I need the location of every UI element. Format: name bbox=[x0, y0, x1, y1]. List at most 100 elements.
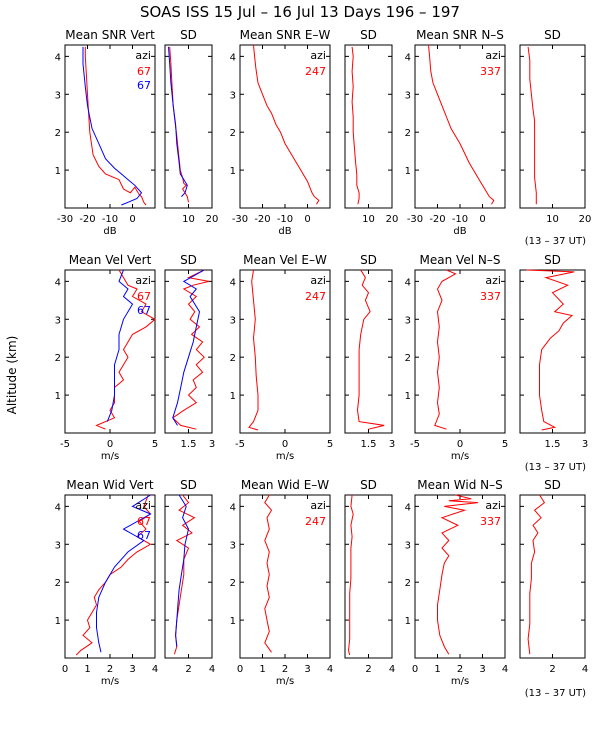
x-tick-label: 0 bbox=[129, 214, 135, 225]
y-tick-label: 4 bbox=[405, 502, 411, 513]
x-tick-label: 0 bbox=[107, 439, 113, 450]
x-tick-label: 4 bbox=[209, 664, 215, 675]
panel-wid-vert-sd: SD 2 4 bbox=[164, 478, 215, 675]
series-line-blue bbox=[172, 269, 205, 426]
x-tick-label: 2 bbox=[282, 664, 288, 675]
y-tick-label: 3 bbox=[230, 540, 236, 551]
panel-title: Mean SNR N–S bbox=[416, 28, 504, 42]
x-tick-label: 4 bbox=[502, 664, 508, 675]
x-tick-label: 4 bbox=[582, 664, 588, 675]
x-tick-label: -30 bbox=[57, 214, 73, 225]
series-line-red bbox=[172, 269, 210, 430]
page-title: SOAS ISS 15 Jul – 16 Jul 13 Days 196 – 1… bbox=[140, 3, 460, 21]
series-line-red bbox=[248, 269, 259, 431]
x-tick-label: 2 bbox=[365, 664, 371, 675]
y-tick-label: 2 bbox=[230, 353, 236, 364]
series-line-red bbox=[428, 44, 495, 205]
panel-title: SD bbox=[544, 478, 561, 492]
azi-label: azi bbox=[310, 49, 326, 62]
panel-title: Mean SNR E–W bbox=[240, 28, 331, 42]
series-line-red bbox=[253, 44, 320, 205]
series-line-red bbox=[527, 46, 537, 205]
x-axis-label: m/s bbox=[451, 676, 469, 687]
series-line-blue bbox=[175, 494, 190, 647]
y-tick-label: 4 bbox=[405, 277, 411, 288]
y-tick-label: 1 bbox=[55, 616, 61, 627]
y-tick-label: 1 bbox=[55, 391, 61, 402]
y-tick-label: 2 bbox=[55, 353, 61, 364]
y-tick-label: 2 bbox=[55, 128, 61, 139]
panel-title: Mean Vel Vert bbox=[69, 253, 152, 267]
y-tick-label: 1 bbox=[230, 166, 236, 177]
x-tick-label: 5 bbox=[327, 439, 333, 450]
x-tick-label: 4 bbox=[389, 664, 395, 675]
x-tick-label: 0 bbox=[479, 214, 485, 225]
azi-value: 247 bbox=[305, 290, 326, 303]
y-tick-label: 4 bbox=[55, 277, 61, 288]
x-tick-label: 3 bbox=[304, 664, 310, 675]
x-tick-label: 3 bbox=[209, 439, 215, 450]
plot-frame bbox=[519, 269, 586, 434]
x-tick-label: -30 bbox=[407, 214, 423, 225]
panel-wid-ew-sd: SD 2 4 bbox=[344, 478, 395, 675]
x-tick-label: 2 bbox=[457, 664, 463, 675]
panel-title: Mean SNR Vert bbox=[65, 28, 155, 42]
y-tick-label: 2 bbox=[405, 353, 411, 364]
series-line-blue bbox=[168, 46, 188, 197]
panel-title: SD bbox=[180, 253, 197, 267]
series-line-red bbox=[351, 46, 360, 205]
plot-frame bbox=[164, 494, 213, 659]
x-tick-label: -5 bbox=[235, 439, 245, 450]
azi-value: 67 bbox=[137, 515, 151, 528]
y-tick-label: 1 bbox=[55, 166, 61, 177]
x-axis-label: dB bbox=[103, 226, 116, 237]
x-tick-label: 1.5 bbox=[361, 439, 377, 450]
x-tick-label: -10 bbox=[452, 214, 468, 225]
plot-frame bbox=[164, 269, 213, 434]
x-tick-label: -10 bbox=[102, 214, 118, 225]
series-line-blue bbox=[106, 269, 134, 422]
x-tick-label: -5 bbox=[60, 439, 70, 450]
x-tick-label: 3 bbox=[129, 664, 135, 675]
panel-title: Mean Wid N–S bbox=[417, 478, 502, 492]
x-tick-label: -5 bbox=[410, 439, 420, 450]
x-tick-label: 0 bbox=[237, 664, 243, 675]
panel-title: SD bbox=[544, 253, 561, 267]
x-tick-label: -20 bbox=[79, 214, 95, 225]
x-tick-label: 3 bbox=[389, 439, 395, 450]
x-tick-label: 3 bbox=[479, 664, 485, 675]
panel-snr-ns: Mean SNR N–S 1 2 3 4 -30 -20 -10 0 dB azi 337 bbox=[405, 28, 506, 237]
y-tick-label: 1 bbox=[405, 616, 411, 627]
y-tick-label: 4 bbox=[405, 52, 411, 63]
azi-label: azi bbox=[135, 499, 151, 512]
x-tick-label: 1 bbox=[434, 664, 440, 675]
plot-frame bbox=[519, 494, 586, 659]
azi-label: azi bbox=[310, 499, 326, 512]
x-tick-label: 1.5 bbox=[181, 439, 197, 450]
y-tick-label: 3 bbox=[230, 90, 236, 101]
y-tick-label: 3 bbox=[55, 315, 61, 326]
x-tick-label: 4 bbox=[152, 664, 158, 675]
time-note-row2: (13 – 37 UT) bbox=[525, 462, 586, 473]
x-tick-label: 0 bbox=[412, 664, 418, 675]
y-tick-label: 3 bbox=[405, 540, 411, 551]
y-tick-label: 1 bbox=[405, 166, 411, 177]
azi-value: 67 bbox=[137, 65, 151, 78]
azi-label: azi bbox=[310, 274, 326, 287]
y-tick-label: 3 bbox=[55, 540, 61, 551]
y-tick-label: 3 bbox=[230, 315, 236, 326]
azi-value: 247 bbox=[305, 65, 326, 78]
azi-value: 67 bbox=[137, 79, 151, 92]
panel-title: Mean Vel E–W bbox=[243, 253, 327, 267]
panel-vel-ew-sd: SD 1.5 3 bbox=[344, 253, 395, 450]
y-tick-label: 1 bbox=[405, 391, 411, 402]
x-tick-label: 0 bbox=[62, 664, 68, 675]
panel-title: SD bbox=[360, 478, 377, 492]
x-axis-label: m/s bbox=[276, 676, 294, 687]
y-tick-label: 2 bbox=[405, 128, 411, 139]
x-tick-label: 2 bbox=[549, 664, 555, 675]
panel-wid-ns-sd: SD 2 4 bbox=[519, 478, 588, 675]
y-axis-label: Altitude (km) bbox=[5, 336, 19, 415]
